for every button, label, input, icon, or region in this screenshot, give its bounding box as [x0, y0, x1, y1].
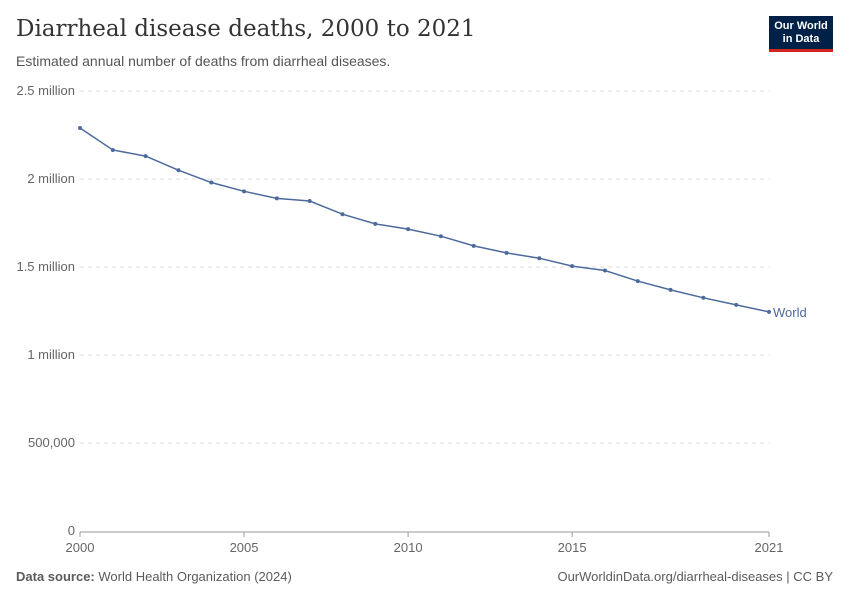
x-tick-label: 2010	[394, 540, 423, 555]
y-tick-label: 0	[68, 523, 75, 538]
series-label: World	[773, 305, 807, 320]
data-point	[570, 264, 575, 269]
data-point	[307, 199, 312, 203]
owid-logo[interactable]: Our World in Data	[769, 16, 833, 52]
source-url[interactable]: OurWorldinData.org/diarrheal-diseases | …	[557, 569, 833, 584]
data-point	[471, 243, 476, 248]
data-point	[701, 295, 706, 300]
y-tick-label: 1.5 million	[16, 259, 75, 274]
chart-subtitle: Estimated annual number of deaths from d…	[16, 53, 391, 69]
y-tick-label: 2.5 million	[16, 83, 75, 98]
data-point	[537, 256, 542, 261]
data-point	[734, 302, 739, 307]
data-point	[406, 227, 411, 232]
data-point	[274, 196, 279, 201]
data-point	[143, 154, 148, 159]
data-point	[110, 147, 115, 152]
data-point	[373, 221, 378, 226]
x-tick-label: 2015	[558, 540, 587, 555]
data-point	[767, 309, 771, 314]
data-point	[438, 234, 443, 239]
x-tick-label: 2021	[755, 540, 784, 555]
data-point	[209, 180, 214, 185]
data-point	[602, 268, 607, 273]
y-tick-label: 2 million	[27, 171, 75, 186]
data-source: Data source: World Health Organization (…	[16, 569, 292, 584]
series-line	[79, 127, 770, 313]
data-point	[668, 287, 673, 292]
y-tick-label: 1 million	[27, 347, 75, 362]
data-point	[78, 125, 82, 130]
x-tick-label: 2000	[66, 540, 95, 555]
x-tick-label: 2005	[230, 540, 259, 555]
data-point	[635, 279, 640, 284]
y-tick-label: 500,000	[28, 435, 75, 450]
data-point	[504, 250, 509, 255]
chart-title: Diarrheal disease deaths, 2000 to 2021	[16, 16, 476, 42]
data-point	[242, 189, 247, 194]
data-point	[340, 212, 345, 217]
data-point	[176, 168, 181, 173]
